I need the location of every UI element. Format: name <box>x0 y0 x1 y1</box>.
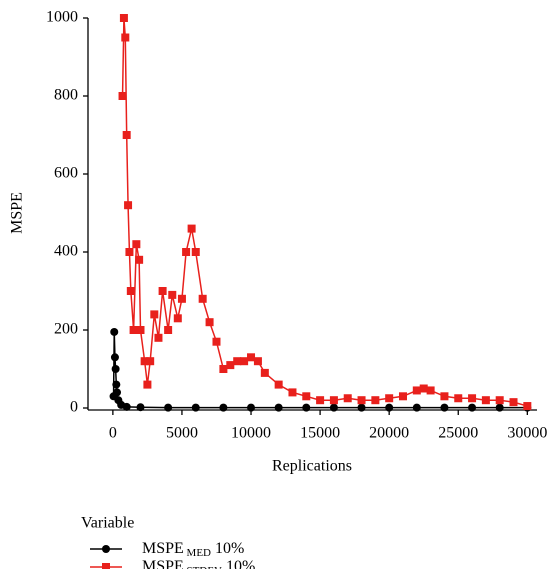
marker <box>154 333 163 342</box>
x-tick-label: 20000 <box>369 425 409 442</box>
marker <box>398 392 407 401</box>
marker <box>385 394 394 403</box>
marker <box>357 403 366 412</box>
marker <box>495 403 504 412</box>
marker <box>132 240 141 249</box>
marker <box>136 326 145 334</box>
y-tick-label: 400 <box>54 243 78 260</box>
x-tick-label: 5000 <box>166 425 198 442</box>
marker <box>247 353 256 362</box>
marker <box>102 545 110 553</box>
marker <box>302 392 311 401</box>
y-tick-label: 600 <box>54 165 78 182</box>
marker <box>440 403 449 412</box>
marker <box>121 33 130 42</box>
marker <box>182 248 191 256</box>
marker <box>122 402 131 411</box>
marker <box>129 326 138 334</box>
marker <box>329 403 338 412</box>
marker <box>122 131 131 139</box>
marker <box>219 403 228 412</box>
y-tick-label: 0 <box>70 399 78 416</box>
marker <box>412 386 421 395</box>
marker <box>168 290 177 299</box>
marker <box>158 287 167 295</box>
marker <box>119 14 128 22</box>
y-tick-label: 800 <box>54 87 78 104</box>
marker <box>316 396 325 405</box>
marker <box>468 403 477 412</box>
marker <box>329 396 338 405</box>
marker <box>136 403 145 412</box>
marker <box>260 368 269 377</box>
marker <box>481 396 490 405</box>
marker <box>357 396 366 405</box>
y-axis-label: MSPE <box>9 192 26 234</box>
marker <box>113 388 122 397</box>
marker <box>212 337 221 346</box>
legend-label: MSPE STDEV 10% <box>142 558 255 569</box>
marker <box>187 224 196 233</box>
x-tick-label: 10000 <box>231 425 271 442</box>
marker <box>140 357 149 366</box>
marker <box>495 396 504 405</box>
series-line <box>121 17 528 407</box>
y-tick-label: 1000 <box>46 9 78 26</box>
marker <box>191 248 200 256</box>
marker <box>371 396 380 405</box>
marker <box>143 380 152 389</box>
x-tick-label: 15000 <box>300 425 340 442</box>
marker <box>253 357 262 366</box>
marker <box>343 394 352 403</box>
marker <box>240 357 249 366</box>
legend-title: Variable <box>81 515 134 532</box>
marker <box>146 357 155 366</box>
marker <box>468 394 477 403</box>
marker <box>164 403 173 412</box>
x-axis-label: Replications <box>272 458 352 475</box>
marker <box>233 357 242 366</box>
marker <box>412 403 421 412</box>
marker <box>164 326 173 334</box>
legend-label: MSPE MED 10% <box>142 540 244 559</box>
marker <box>125 248 134 256</box>
marker <box>205 318 214 327</box>
marker <box>198 294 207 303</box>
marker <box>102 563 110 571</box>
marker <box>173 314 182 323</box>
marker <box>426 386 435 395</box>
marker <box>112 380 121 389</box>
x-tick-label: 30000 <box>507 425 547 442</box>
marker <box>509 398 518 407</box>
marker <box>288 388 297 397</box>
marker <box>126 287 135 295</box>
marker <box>440 392 449 401</box>
marker <box>274 380 283 389</box>
marker <box>219 365 228 373</box>
marker <box>110 327 119 336</box>
marker <box>110 353 119 362</box>
marker <box>150 310 159 319</box>
marker <box>274 403 283 412</box>
marker <box>385 403 394 412</box>
marker <box>111 365 120 373</box>
y-tick-label: 200 <box>54 321 78 338</box>
x-tick-label: 25000 <box>438 425 478 442</box>
marker <box>454 394 463 403</box>
marker <box>135 255 144 264</box>
marker <box>124 201 133 210</box>
marker <box>523 402 532 411</box>
marker <box>177 294 186 303</box>
x-tick-label: 0 <box>109 425 117 442</box>
marker <box>191 403 200 412</box>
marker <box>226 361 235 370</box>
marker <box>118 92 127 100</box>
marker <box>302 403 311 412</box>
marker <box>247 403 256 412</box>
marker <box>419 384 428 393</box>
